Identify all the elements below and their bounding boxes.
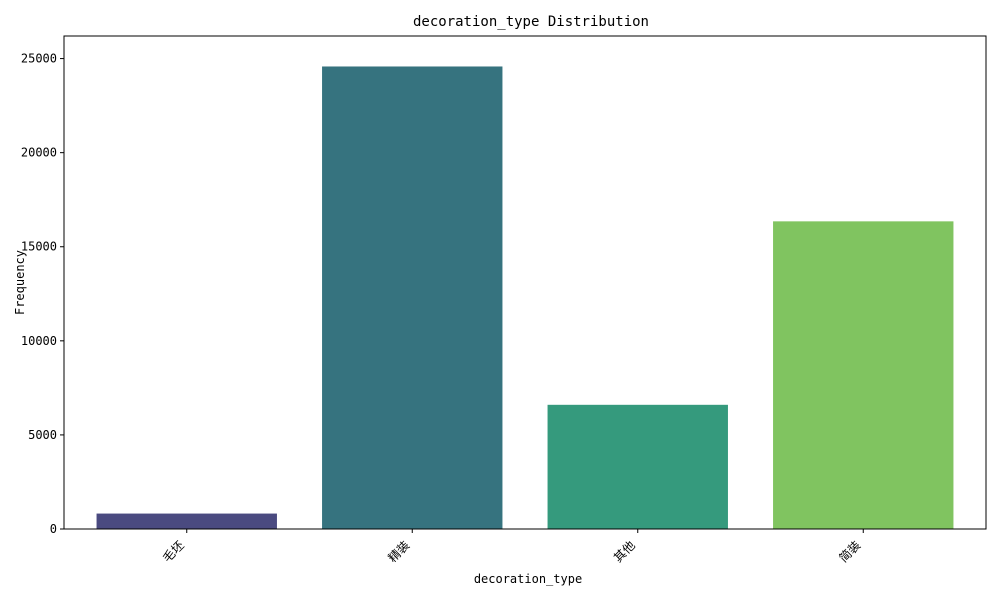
x-tick-label: 毛坯 bbox=[160, 538, 187, 565]
bar-4 bbox=[773, 221, 954, 530]
x-axis-ticks: 毛坯 精装 其他 简装 bbox=[160, 529, 864, 565]
y-tick-label: 5000 bbox=[28, 428, 57, 442]
chart-title: decoration_type Distribution bbox=[413, 14, 649, 30]
x-tick-label: 精装 bbox=[385, 538, 412, 565]
y-tick-label: 25000 bbox=[21, 52, 57, 66]
bar-1 bbox=[96, 513, 277, 529]
x-axis-label: decoration_type bbox=[474, 572, 582, 586]
y-tick-label: 0 bbox=[50, 522, 57, 536]
plot-area: 0 5000 10000 15000 20000 25000 毛坯 精装 其他 简装 bbox=[21, 35, 987, 565]
bar-3 bbox=[547, 404, 728, 529]
bars bbox=[96, 66, 954, 530]
y-tick-label: 20000 bbox=[21, 146, 57, 160]
bar-2 bbox=[322, 66, 503, 529]
y-tick-label: 10000 bbox=[21, 334, 57, 348]
x-tick-label: 其他 bbox=[611, 538, 638, 565]
y-axis-label: Frequency bbox=[13, 250, 27, 315]
y-tick-label: 15000 bbox=[21, 240, 57, 254]
plot-frame bbox=[63, 35, 987, 530]
y-axis-ticks: 0 5000 10000 15000 20000 25000 bbox=[21, 52, 64, 536]
x-tick-label: 简装 bbox=[836, 538, 863, 565]
